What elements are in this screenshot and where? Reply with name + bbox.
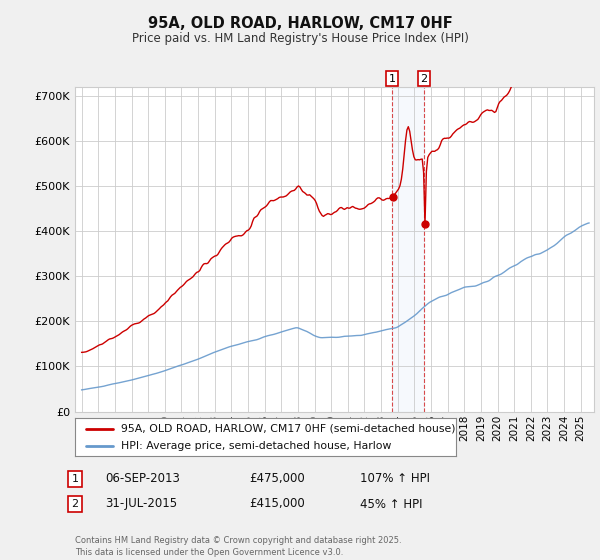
Text: 95A, OLD ROAD, HARLOW, CM17 0HF (semi-detached house): 95A, OLD ROAD, HARLOW, CM17 0HF (semi-de… bbox=[121, 423, 455, 433]
Text: 2: 2 bbox=[421, 73, 428, 83]
Text: £415,000: £415,000 bbox=[249, 497, 305, 511]
Text: 107% ↑ HPI: 107% ↑ HPI bbox=[360, 472, 430, 486]
Text: 1: 1 bbox=[389, 73, 396, 83]
Text: 06-SEP-2013: 06-SEP-2013 bbox=[105, 472, 180, 486]
Text: 1: 1 bbox=[71, 474, 79, 484]
Text: 95A, OLD ROAD, HARLOW, CM17 0HF: 95A, OLD ROAD, HARLOW, CM17 0HF bbox=[148, 16, 452, 31]
Bar bbox=[392, 87, 424, 412]
Text: 31-JUL-2015: 31-JUL-2015 bbox=[105, 497, 177, 511]
Text: 2: 2 bbox=[71, 499, 79, 509]
Text: 45% ↑ HPI: 45% ↑ HPI bbox=[360, 497, 422, 511]
Text: HPI: Average price, semi-detached house, Harlow: HPI: Average price, semi-detached house,… bbox=[121, 441, 391, 451]
Text: £475,000: £475,000 bbox=[249, 472, 305, 486]
Text: Contains HM Land Registry data © Crown copyright and database right 2025.
This d: Contains HM Land Registry data © Crown c… bbox=[75, 536, 401, 557]
Text: Price paid vs. HM Land Registry's House Price Index (HPI): Price paid vs. HM Land Registry's House … bbox=[131, 32, 469, 45]
